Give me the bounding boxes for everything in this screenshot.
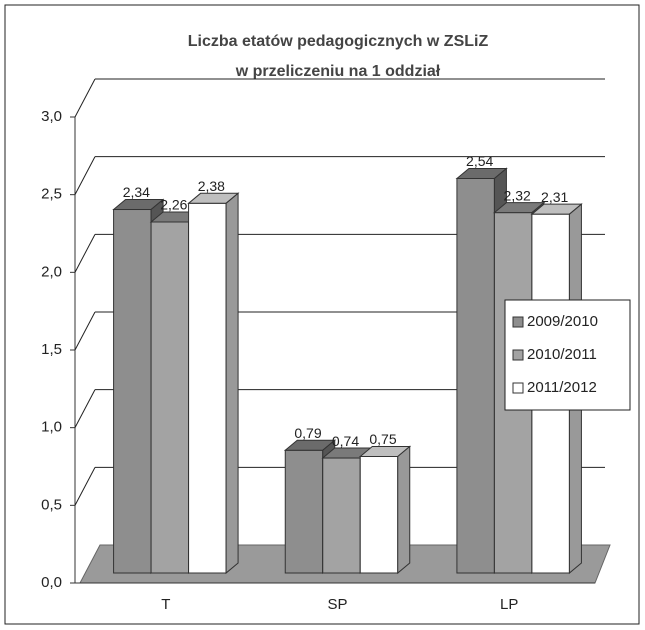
bar-side — [225, 192, 239, 575]
data-label: 0,75 — [369, 431, 396, 447]
bar — [187, 192, 240, 575]
legend-label: 2011/2012 — [527, 379, 597, 396]
legend-label: 2009/2010 — [527, 313, 598, 330]
legend-swatch — [512, 316, 524, 328]
bar-front — [113, 209, 152, 574]
grid-line — [74, 311, 96, 351]
data-label: 2,31 — [541, 189, 568, 205]
chart-title: w przeliczeniu na 1 oddział — [235, 63, 441, 80]
y-tick-label: 0,5 — [41, 496, 62, 513]
data-label: 2,34 — [123, 184, 150, 200]
legend-swatch — [512, 382, 524, 394]
x-tick-label: LP — [500, 596, 518, 613]
legend-box — [504, 299, 631, 411]
x-tick-label: T — [161, 596, 170, 613]
bar — [358, 445, 412, 575]
bar-front — [359, 456, 399, 574]
y-tick-label: 1,0 — [41, 419, 62, 436]
legend-swatch — [512, 349, 524, 361]
data-label: 2,32 — [504, 187, 531, 203]
data-label: 0,79 — [294, 425, 321, 441]
grid-line — [74, 389, 96, 428]
x-tick-label: SP — [327, 596, 347, 613]
chart-title: Liczba etatów pedagogicznych w ZSLiZ — [188, 33, 489, 50]
data-label: 2,38 — [198, 178, 225, 194]
y-tick-label: 0,0 — [41, 574, 62, 591]
y-tick-label: 2,5 — [41, 186, 62, 203]
bar-side — [397, 445, 411, 575]
data-label: 2,26 — [160, 197, 187, 213]
legend-label: 2010/2011 — [527, 346, 597, 363]
bar-front — [322, 457, 361, 574]
data-label: 0,74 — [332, 433, 359, 449]
grid-line — [74, 234, 96, 273]
bar-front — [188, 202, 227, 574]
grid-line — [74, 156, 96, 195]
y-tick-label: 2,0 — [41, 263, 62, 280]
y-tick-label: 1,5 — [41, 341, 62, 358]
grid-line — [74, 78, 96, 118]
bar-front — [150, 221, 190, 574]
bar-front — [456, 177, 495, 574]
data-label: 2,54 — [466, 153, 493, 169]
bar-front — [284, 449, 324, 574]
y-tick-label: 3,0 — [41, 108, 62, 125]
grid-line — [74, 467, 96, 506]
